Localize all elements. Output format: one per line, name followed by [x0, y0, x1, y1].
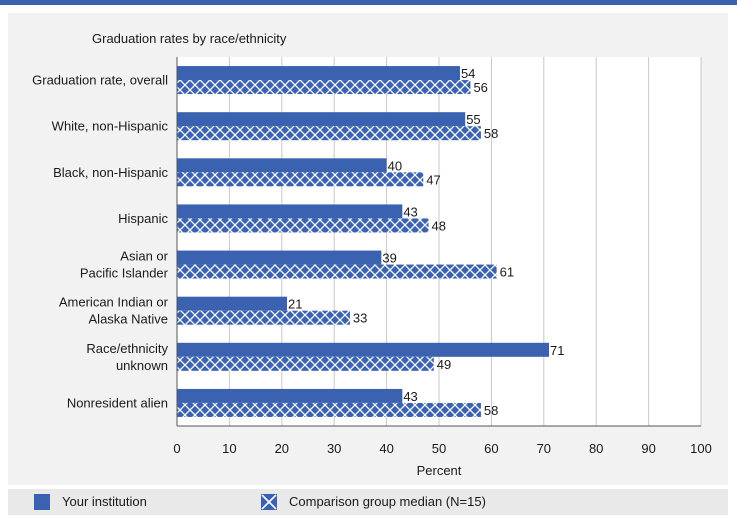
data-label-your-institution: 39: [382, 251, 396, 266]
legend-item-your-institution: Your institution: [34, 493, 147, 511]
x-tick-label: 20: [275, 441, 289, 456]
legend: Your institution Comparison group median…: [8, 489, 728, 515]
bar-your-institution: [177, 112, 466, 127]
bar-your-institution: [177, 66, 460, 81]
category-label: Race/ethnicity: [86, 341, 168, 356]
chart-title: Graduation rates by race/ethnicity: [92, 31, 287, 46]
data-label-comparison-median: 48: [432, 218, 446, 233]
x-tick-label: 80: [589, 441, 603, 456]
bar-your-institution: [177, 250, 382, 265]
bar-comparison-median: [177, 218, 429, 233]
legend-label-your-institution: Your institution: [62, 494, 147, 509]
legend-label-comparison: Comparison group median (N=15): [289, 494, 486, 509]
data-label-your-institution: 43: [403, 204, 417, 219]
data-label-your-institution: 40: [388, 158, 402, 173]
bar-comparison-median: [177, 402, 481, 417]
data-label-your-institution: 21: [288, 297, 302, 312]
top-accent-bar: [0, 0, 737, 5]
category-label: unknown: [116, 358, 168, 373]
category-label: Black, non-Hispanic: [53, 165, 168, 180]
bar-your-institution: [177, 388, 403, 403]
bar-comparison-median: [177, 264, 497, 279]
bar-comparison-median: [177, 356, 434, 371]
category-label: Graduation rate, overall: [32, 73, 168, 88]
x-tick-label: 90: [641, 441, 655, 456]
x-tick-label: 30: [327, 441, 341, 456]
bar-comparison-median: [177, 310, 350, 325]
data-label-your-institution: 55: [466, 112, 480, 127]
x-tick-label: 60: [484, 441, 498, 456]
bar-your-institution: [177, 158, 387, 173]
x-tick-label: 50: [432, 441, 446, 456]
data-label-comparison-median: 58: [484, 403, 498, 418]
data-label-your-institution: 71: [550, 343, 564, 358]
bar-your-institution: [177, 204, 403, 219]
category-label: American Indian or: [59, 295, 169, 310]
x-tick-label: 0: [173, 441, 180, 456]
category-label: Nonresident alien: [67, 395, 168, 410]
bar-comparison-median: [177, 80, 471, 95]
data-label-comparison-median: 33: [353, 311, 367, 326]
legend-swatch-crosshatch: [261, 494, 277, 510]
data-label-comparison-median: 61: [500, 265, 514, 280]
bar-comparison-median: [177, 172, 424, 187]
data-label-comparison-median: 58: [484, 126, 498, 141]
category-label: Asian or: [120, 249, 168, 264]
x-tick-label: 100: [690, 441, 712, 456]
data-label-comparison-median: 56: [473, 80, 487, 95]
x-tick-label: 40: [379, 441, 393, 456]
category-label: White, non-Hispanic: [52, 119, 169, 134]
data-label-comparison-median: 49: [437, 357, 451, 372]
legend-swatch-solid: [34, 494, 50, 510]
data-label-your-institution: 43: [403, 389, 417, 404]
bar-your-institution: [177, 296, 288, 311]
category-label: Hispanic: [118, 211, 168, 226]
x-axis-title: Percent: [417, 463, 462, 478]
bar-your-institution: [177, 342, 550, 357]
data-label-your-institution: 54: [461, 66, 475, 81]
x-tick-label: 70: [537, 441, 551, 456]
x-tick-label: 10: [222, 441, 236, 456]
bar-comparison-median: [177, 126, 481, 141]
category-label: Pacific Islander: [80, 266, 169, 281]
data-label-comparison-median: 47: [426, 172, 440, 187]
category-label: Alaska Native: [89, 312, 168, 327]
legend-item-comparison: Comparison group median (N=15): [261, 493, 486, 511]
